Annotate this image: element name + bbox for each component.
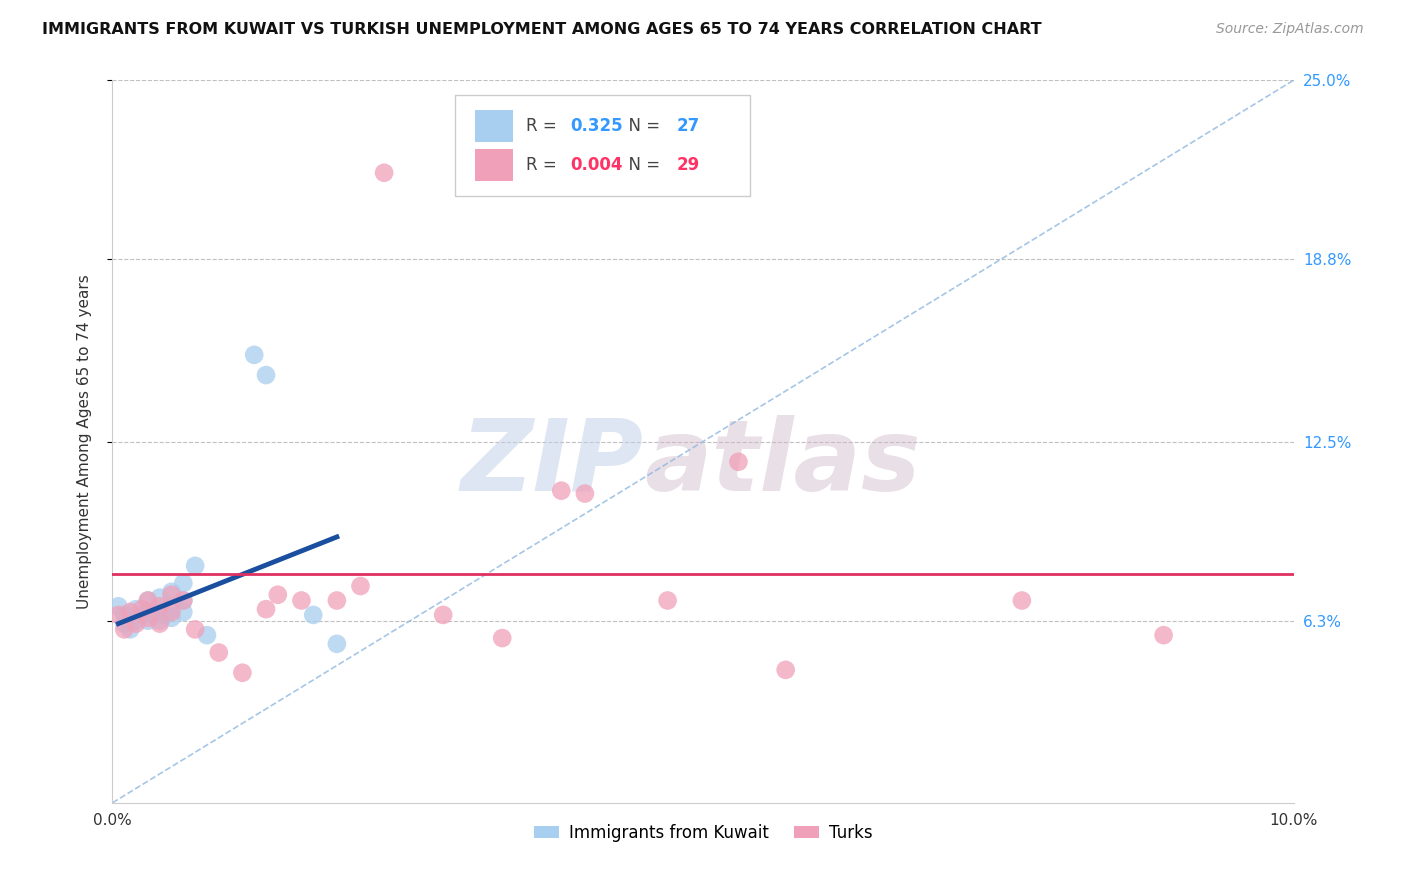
Text: IMMIGRANTS FROM KUWAIT VS TURKISH UNEMPLOYMENT AMONG AGES 65 TO 74 YEARS CORRELA: IMMIGRANTS FROM KUWAIT VS TURKISH UNEMPL… [42, 22, 1042, 37]
Point [149, 616, 172, 631]
Point [1011, 593, 1033, 607]
Text: 29: 29 [678, 156, 700, 174]
Legend: Immigrants from Kuwait, Turks: Immigrants from Kuwait, Turks [527, 817, 879, 848]
Point [302, 607, 325, 622]
Point [149, 591, 172, 605]
Point [172, 605, 194, 619]
Text: Source: ZipAtlas.com: Source: ZipAtlas.com [1216, 22, 1364, 37]
Point [107, 599, 129, 614]
Point [125, 616, 148, 631]
Point [491, 631, 513, 645]
Point [112, 607, 135, 622]
Point [136, 593, 159, 607]
Point [373, 166, 395, 180]
Point [149, 614, 172, 628]
Point [326, 593, 349, 607]
Point [131, 607, 153, 622]
Text: N =: N = [619, 117, 665, 135]
Text: atlas: atlas [644, 415, 921, 512]
Point [231, 665, 253, 680]
Point [195, 628, 218, 642]
Point [125, 614, 148, 628]
FancyBboxPatch shape [475, 149, 513, 181]
Point [1153, 628, 1175, 642]
Text: R =: R = [526, 156, 562, 174]
Point [243, 348, 266, 362]
Y-axis label: Unemployment Among Ages 65 to 74 years: Unemployment Among Ages 65 to 74 years [77, 274, 91, 609]
Point [172, 576, 194, 591]
Point [326, 637, 349, 651]
Point [142, 607, 165, 622]
Text: 27: 27 [678, 117, 700, 135]
Text: 0.004: 0.004 [571, 156, 623, 174]
Point [657, 593, 679, 607]
Point [727, 455, 749, 469]
Point [160, 599, 183, 614]
Point [184, 558, 207, 573]
Point [208, 646, 231, 660]
Point [136, 614, 159, 628]
Point [160, 584, 183, 599]
Point [574, 486, 596, 500]
Point [120, 605, 142, 619]
Point [160, 611, 183, 625]
Point [160, 588, 183, 602]
Point [172, 593, 194, 607]
Point [254, 602, 277, 616]
Point [184, 623, 207, 637]
Point [290, 593, 312, 607]
Point [254, 368, 277, 382]
Text: ZIP: ZIP [461, 415, 644, 512]
FancyBboxPatch shape [456, 95, 751, 196]
FancyBboxPatch shape [475, 110, 513, 142]
Point [136, 611, 159, 625]
Point [160, 605, 183, 619]
Point [125, 602, 148, 616]
Point [136, 593, 159, 607]
Point [112, 616, 135, 631]
Point [131, 602, 153, 616]
Point [550, 483, 572, 498]
Point [155, 607, 177, 622]
Point [107, 607, 129, 622]
Point [112, 623, 135, 637]
Point [432, 607, 454, 622]
Point [349, 579, 371, 593]
Point [267, 588, 290, 602]
Point [149, 605, 172, 619]
Text: R =: R = [526, 117, 562, 135]
Text: N =: N = [619, 156, 665, 174]
Point [136, 605, 159, 619]
Point [149, 599, 172, 614]
Point [775, 663, 797, 677]
Text: 0.325: 0.325 [571, 117, 623, 135]
Point [120, 623, 142, 637]
Point [172, 593, 194, 607]
